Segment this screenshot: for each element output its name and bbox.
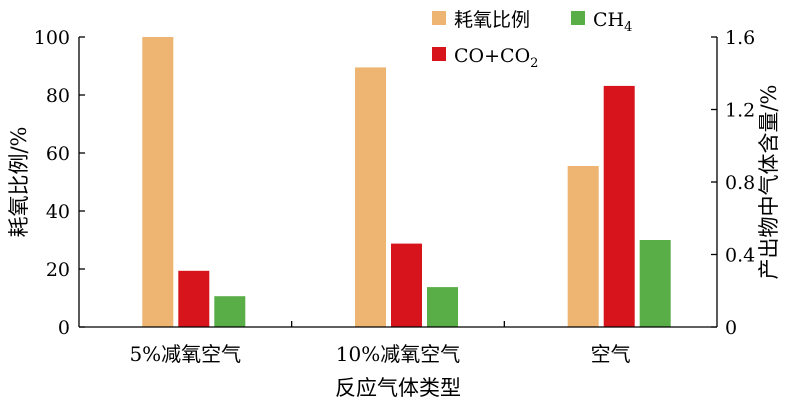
left-tick-label: 60 [46, 143, 70, 165]
bar-ch4-1 [214, 296, 246, 327]
right-tick-label: 0 [725, 317, 737, 339]
left-tick-label: 100 [34, 27, 70, 49]
bar-ch4-3 [639, 240, 671, 327]
right-tick-label: 0.8 [725, 172, 755, 194]
category-label-1: 5%减氧空气 [129, 342, 241, 366]
bar-ch4-2 [427, 287, 458, 327]
legend-label-series: 耗氧比例 [454, 9, 530, 31]
right-y-axis-title: 产出物中气体含量/% [757, 84, 781, 279]
legend-swatch-ch4 [571, 11, 585, 25]
legend: 耗氧比例 CH4 CO+CO2 [432, 9, 632, 71]
category-label-2: 10%减氧空气 [336, 342, 460, 366]
legend-label-ch4: CH4 [593, 9, 632, 35]
bar-co-co2-3 [603, 85, 635, 328]
left-tick-label: 40 [46, 201, 70, 223]
right-tick-label: 1.6 [725, 27, 755, 49]
left-tick-label: 20 [46, 259, 70, 281]
left-tick-label: 80 [46, 85, 70, 107]
legend-swatch-series [432, 11, 446, 25]
bar-co-co2-1 [178, 270, 210, 327]
legend-swatch-co-co2 [432, 47, 446, 61]
legend-label-co-co2: CO+CO2 [454, 45, 538, 71]
x-axis-title: 反应气体类型 [335, 376, 461, 400]
bar-series-2 [355, 67, 386, 328]
bars-layer [142, 37, 671, 328]
axes-layer [78, 36, 718, 328]
bar-series-3 [567, 166, 599, 327]
bar-series-1 [142, 37, 174, 327]
left-tick-label: 0 [58, 317, 70, 339]
left-y-axis-title: 耗氧比例/% [7, 126, 31, 237]
category-label-3: 空气 [591, 342, 631, 366]
right-tick-label: 1.2 [725, 100, 755, 122]
bar-co-co2-2 [391, 243, 422, 327]
right-tick-label: 0.4 [725, 245, 755, 267]
labels-layer: 0 20 40 60 80 100 0 0.4 0.8 1.2 1.6 5%减氧空气 10%减氧空气 空气… [7, 27, 781, 400]
